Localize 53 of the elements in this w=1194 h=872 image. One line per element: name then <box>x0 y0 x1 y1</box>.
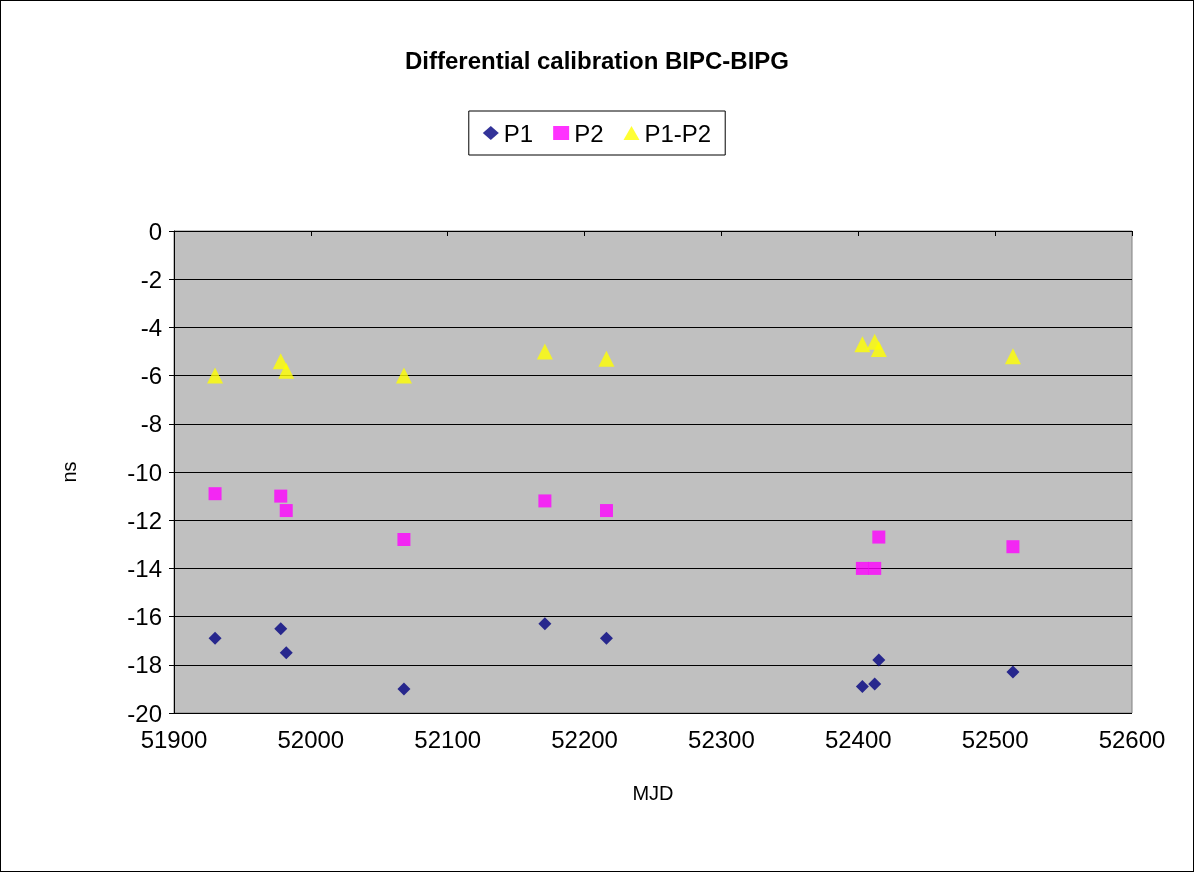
x-tick-label: 52300 <box>688 725 755 753</box>
point <box>397 682 411 696</box>
point <box>536 343 553 360</box>
legend-label: P1-P2 <box>644 119 712 147</box>
point <box>207 367 224 384</box>
point <box>274 622 288 636</box>
point <box>868 677 882 691</box>
point <box>279 646 293 660</box>
point <box>208 487 222 501</box>
point <box>538 617 552 631</box>
y-tick-label: -4 <box>140 313 162 341</box>
y-tick-label: -2 <box>140 265 162 293</box>
point <box>855 561 869 575</box>
y-tick-label: -12 <box>127 506 162 534</box>
y-tick-label: -18 <box>127 651 162 679</box>
point <box>870 341 887 358</box>
x-tick-label: 52600 <box>1098 725 1166 753</box>
y-tick-label: -20 <box>127 699 162 727</box>
x-axis-title: MJD <box>632 782 674 804</box>
y-tick-label: -14 <box>127 554 162 582</box>
point <box>855 679 869 693</box>
y-tick-label: -6 <box>140 362 162 390</box>
x-tick-label: 51900 <box>140 725 208 753</box>
point <box>1006 665 1020 679</box>
point <box>278 362 295 379</box>
point <box>854 336 871 353</box>
point <box>397 532 411 546</box>
y-axis-title: ns <box>58 461 80 483</box>
y-tick-label: -8 <box>140 410 162 438</box>
point <box>538 494 552 508</box>
x-tick-label: 52500 <box>961 725 1029 753</box>
point <box>872 653 886 667</box>
y-tick-label: 0 <box>148 217 162 245</box>
y-tick-label: -16 <box>127 603 162 631</box>
point <box>599 631 613 645</box>
chart-title: Differential calibration BIPC-BIPG <box>404 46 790 74</box>
point <box>395 367 412 384</box>
point <box>1006 540 1020 554</box>
legend-label: P2 <box>574 119 604 147</box>
x-tick-label: 52100 <box>414 725 482 753</box>
point <box>279 504 293 518</box>
x-tick-label: 52400 <box>824 725 892 753</box>
x-tick-label: 52200 <box>551 725 618 753</box>
point <box>872 530 886 544</box>
point <box>208 631 222 645</box>
point <box>599 504 613 518</box>
point <box>274 489 288 503</box>
y-tick-label: -10 <box>127 458 162 486</box>
point <box>868 561 882 575</box>
x-tick-label: 52000 <box>277 725 345 753</box>
point <box>1004 348 1021 365</box>
point <box>598 350 615 367</box>
legend-label: P1 <box>503 119 534 147</box>
